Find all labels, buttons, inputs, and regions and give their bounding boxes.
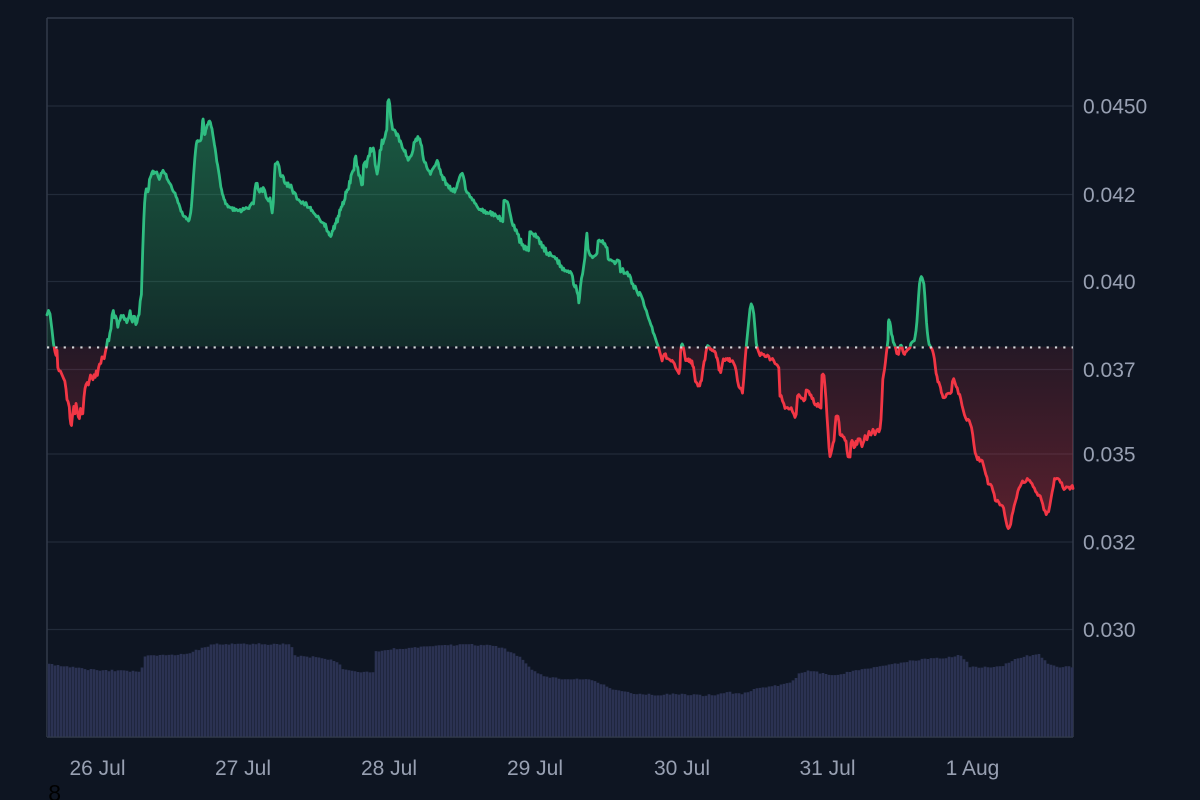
svg-text:31 Jul: 31 Jul [799,757,855,780]
svg-text:0.0450: 0.0450 [1083,96,1147,119]
svg-text:0.042: 0.042 [1083,184,1136,207]
svg-text:30 Jul: 30 Jul [654,757,710,780]
svg-text:28 Jul: 28 Jul [361,757,417,780]
svg-text:27 Jul: 27 Jul [215,757,271,780]
svg-text:8: 8 [48,780,61,800]
svg-text:0.040: 0.040 [1083,271,1136,294]
svg-text:1 Aug: 1 Aug [946,757,1000,780]
svg-text:29 Jul: 29 Jul [507,757,563,780]
svg-text:0.030: 0.030 [1083,619,1136,642]
svg-text:0.037: 0.037 [1083,359,1136,382]
svg-text:26 Jul: 26 Jul [69,757,125,780]
svg-text:0.035: 0.035 [1083,444,1136,467]
svg-text:0.032: 0.032 [1083,532,1136,555]
